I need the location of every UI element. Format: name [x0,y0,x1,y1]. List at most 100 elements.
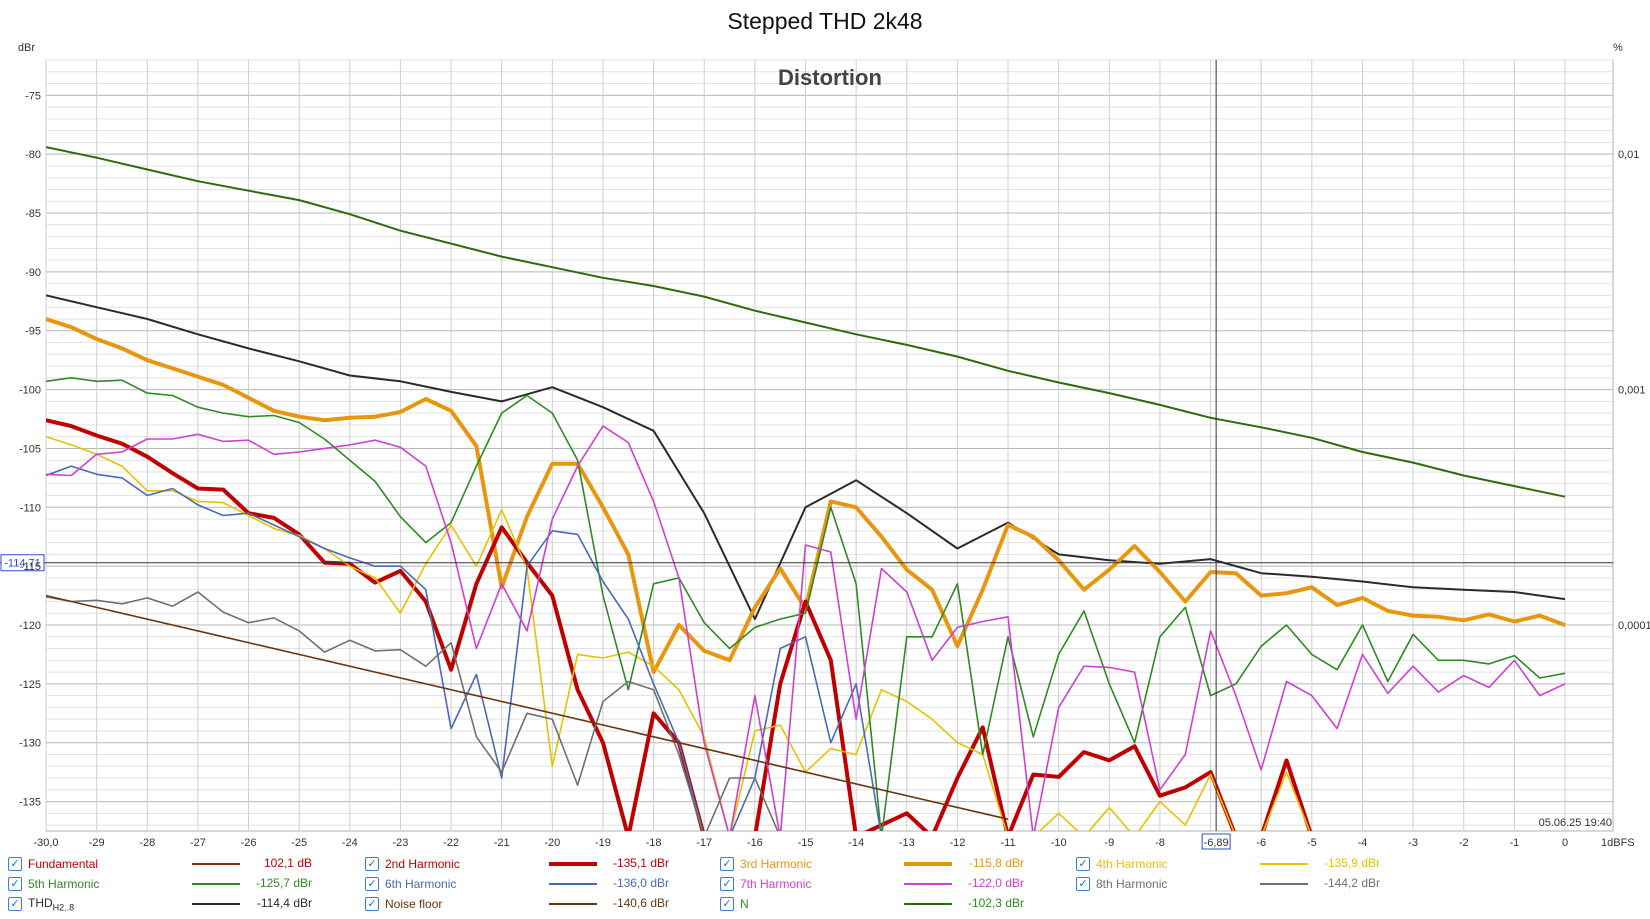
legend-value: -114,4 dBr [256,896,312,910]
legend-checkbox[interactable]: ✓ [365,877,379,891]
legend-checkbox[interactable]: ✓ [8,857,22,871]
x-unit: 1dBFS [1601,837,1635,849]
legend-name: 7th Harmonic [740,877,812,891]
x-tick-label: -22 [443,837,459,849]
x-tick-label: -5 [1307,837,1317,849]
series-4th-harmonic [46,435,1311,831]
x-tick-label: -15 [798,837,814,849]
legend-checkbox[interactable]: ✓ [720,857,734,871]
legend-swatch [904,903,952,905]
legend-item: ✓ 2nd Harmonic -135,1 dBr [365,854,715,874]
legend-value: -102,3 dBr [967,896,1024,910]
legend-checkbox[interactable]: ✓ [1076,877,1090,891]
panel-label: Distortion [778,65,882,90]
x-tick-label: -13 [899,837,915,849]
x-tick-label: -12 [949,837,965,849]
series-layer [46,146,1566,831]
legend-value: -135,9 dBr [1323,856,1380,870]
legend-item: ✓ 6th Harmonic -136,0 dBr [365,874,715,894]
legend-label: ✓ 8th Harmonic [1076,874,1167,894]
x-tick-label: -3 [1408,837,1418,849]
series-6th-harmonic [46,465,882,831]
legend-label: ✓ 5th Harmonic [8,874,99,894]
legend-swatch [192,863,240,865]
legend-swatch [549,903,597,905]
legend-checkbox[interactable]: ✓ [365,857,379,871]
legend-label: ✓ THDH2..8 [8,894,74,914]
x-tick-label: -29 [89,837,105,849]
legend-swatch [1260,863,1308,865]
y-cursor-readout-box [0,554,45,572]
x-tick-label: -10 [1051,837,1067,849]
legend-name: 6th Harmonic [385,877,457,891]
legend-label: ✓ N [720,894,749,914]
y-tick-label: -90 [25,267,41,279]
legend-value: 102,1 dB [263,856,312,870]
y-tick-label: -85 [25,208,41,220]
legend-value: -144,2 dBr [1323,876,1380,890]
legend-item: ✓ 7th Harmonic -122,0 dBr [720,874,1070,894]
legend-label: ✓ Fundamental [8,854,98,874]
x-tick-label: -27 [190,837,206,849]
legend-checkbox[interactable]: ✓ [365,897,379,911]
legend-value: -115,8 dBr [968,856,1024,870]
x-tick-label: -11 [1000,837,1015,849]
legend-swatch [192,903,240,905]
y-tick-label: -115 [20,561,41,573]
x-tick-label: -20 [544,837,560,849]
legend-value: -140,6 dBr [612,896,669,910]
legend-label: ✓ Noise floor [365,894,442,914]
x-tick-label: -24 [342,837,358,849]
x-tick-label: -9 [1104,837,1114,849]
legend-name: Fundamental [28,857,99,871]
right-tick-label: 0,0001 [1618,620,1650,632]
cursor-layer[interactable]: -114,71 [0,60,1613,831]
legend-value: -122,0 dBr [967,876,1024,890]
legend-name: Noise floor [385,897,443,911]
x-tick-label: -6 [1256,837,1266,849]
legend-swatch [549,883,597,885]
x-tick-label: -17 [696,837,712,849]
y-tick-label: -75 [25,90,41,102]
legend-label: ✓ 2nd Harmonic [365,854,460,874]
legend-checkbox[interactable]: ✓ [720,877,734,891]
legend-item: ✓ 5th Harmonic -125,7 dBr [8,874,358,894]
y-unit-left: dBr [18,42,35,54]
plot-area[interactable]: dBr % Distortion -114,71 -75-80-85-90-95… [0,0,1650,854]
legend-label: ✓ 6th Harmonic [365,874,456,894]
series-7th-harmonic [46,425,1566,831]
legend: ✓ Fundamental 102,1 dB ✓ 2nd Harmonic -135,1 … [0,854,1650,919]
legend-checkbox[interactable]: ✓ [720,897,734,911]
legend-name: THDH2..8 [28,895,75,913]
y-tick-label: -110 [20,502,41,514]
y-tick-label: -125 [19,679,41,691]
right-tick-label: 0,001 [1618,385,1646,397]
legend-item: ✓ 8th Harmonic -144,2 dBr [1076,874,1426,894]
y-tick-label: -80 [25,149,41,161]
x-tick-label: -30,0 [33,837,58,849]
x-tick-label: 0 [1562,837,1568,849]
legend-label: ✓ 3rd Harmonic [720,854,812,874]
series-5th-harmonic [46,376,1566,831]
chart-title: Stepped THD 2k48 [727,8,923,34]
legend-swatch [549,862,597,866]
x-tick-label: -28 [139,837,155,849]
legend-checkbox[interactable]: ✓ [8,877,22,891]
legend-item: ✓ THDH2..8 -114,4 dBr [8,894,358,914]
x-tick-label: -21 [494,837,510,849]
x-tick-label: -18 [646,837,662,849]
legend-swatch [904,883,952,885]
legend-swatch [904,862,952,866]
legend-swatch [192,883,240,885]
legend-name: 5th Harmonic [28,877,100,891]
x-tick-label: -8 [1155,837,1165,849]
legend-checkbox[interactable]: ✓ [8,897,22,911]
x-tick-label: -19 [595,837,611,849]
y-tick-label: -130 [19,738,41,750]
x-tick-label: -14 [848,837,864,849]
y-unit-right: % [1613,42,1623,54]
legend-checkbox[interactable]: ✓ [1076,857,1090,871]
y-tick-label: -105 [19,443,41,455]
axis-labels: -75-80-85-90-95-100-105-110-115-120-125-… [19,90,1650,850]
y-cursor-readout: -114,71 [4,558,41,570]
